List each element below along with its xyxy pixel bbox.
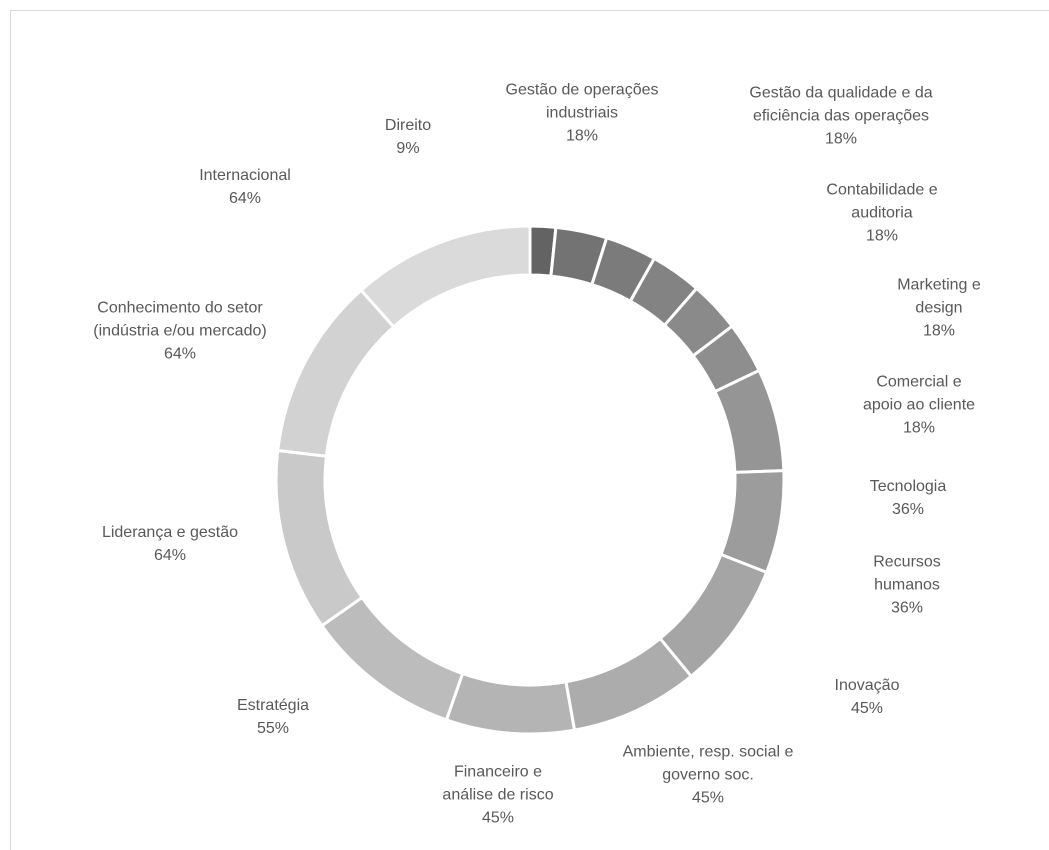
slice-label-value: 55% — [256, 720, 290, 737]
slice-label-name: humanos — [874, 576, 940, 594]
donut-slice — [444, 671, 577, 736]
slice-label-name: (indústria e/ou mercado) — [93, 322, 267, 340]
donut-slice — [319, 595, 465, 722]
chart-frame — [10, 10, 1049, 850]
donut-slice — [712, 368, 786, 474]
slice-label-value: 18% — [865, 227, 899, 245]
slice-label-name: Ambiente, resp. social e — [622, 743, 794, 761]
slice-label: Conhecimento do setor (indústria e/ou mer… — [93, 297, 266, 366]
slice-label: Contabilidade e auditoria 18% — [826, 179, 937, 248]
slice-label-value: 18% — [565, 127, 599, 145]
slice-label: Direito 9% — [385, 114, 431, 160]
slice-label: Tecnologia 36% — [870, 475, 947, 521]
slice-label-name: auditoria — [851, 204, 913, 222]
slice-label-value: 18% — [824, 130, 858, 148]
slice-label-name: Conhecimento do setor — [97, 299, 263, 317]
slice-label: Comercial e apoio ao cliente 18% — [863, 371, 975, 440]
slice-label-value: 9% — [396, 140, 420, 157]
slice-label: Financeiro e análise de risco 45% — [442, 761, 553, 830]
slice-label-name: Estratégia — [236, 697, 310, 714]
slice-label-name: eficiência das operações — [752, 107, 930, 125]
slice-label-name: Gestão de operações — [505, 81, 659, 99]
slice-label-name: Liderança e gestão — [101, 524, 239, 541]
slice-label-name: análise de risco — [442, 786, 554, 804]
slice-label: Gestão de operações industriais 18% — [506, 79, 659, 148]
slice-label-name: Comercial e — [876, 373, 962, 391]
slice-label-name: Contabilidade e — [826, 181, 938, 199]
slice-label-name: Tecnologia — [869, 478, 947, 495]
slice-label-value: 45% — [691, 789, 725, 807]
slice-label-name: apoio ao cliente — [862, 396, 976, 414]
slice-label-name: Recursos — [873, 553, 941, 571]
slice-label-name: Marketing e — [897, 276, 981, 294]
slice-label: Ambiente, resp. social e governo soc. 45% — [623, 741, 794, 810]
slice-label-value: 45% — [850, 700, 884, 717]
donut-slice — [359, 224, 532, 329]
slice-label-name: Gestão da qualidade e da — [749, 84, 933, 102]
slice-label-name: governo soc. — [662, 766, 754, 784]
slice-label-value: 36% — [891, 501, 925, 518]
donut-slice — [276, 288, 396, 458]
slice-label: Recursos humanos 36% — [873, 551, 941, 620]
slice-label-name: Financeiro e — [453, 763, 543, 781]
slice-label-value: 45% — [481, 809, 515, 827]
slice-label-value: 18% — [902, 419, 936, 437]
slice-label-name: industriais — [545, 104, 619, 122]
slice-label: Inovação 45% — [835, 674, 900, 720]
donut-slice — [564, 636, 694, 732]
slice-label: Liderança e gestão 64% — [102, 521, 238, 567]
slice-label-name: Direito — [384, 117, 432, 134]
donut-slice — [274, 448, 365, 628]
slice-label-value: 36% — [890, 599, 924, 617]
slice-label-name: Inovação — [834, 677, 900, 694]
slice-label-value: 64% — [153, 547, 187, 564]
slice-label-value: 18% — [922, 322, 956, 340]
slice-label-name: design — [915, 299, 963, 317]
slice-label-value: 64% — [228, 190, 262, 207]
slice-label: Internacional 64% — [199, 164, 291, 210]
slice-label: Marketing e design 18% — [897, 274, 981, 343]
slice-label: Estratégia 55% — [237, 694, 309, 740]
slice-label: Gestão da qualidade e da eficiência das o… — [749, 82, 932, 151]
slice-label-name: Internacional — [199, 167, 291, 184]
slice-label-value: 64% — [163, 345, 197, 363]
